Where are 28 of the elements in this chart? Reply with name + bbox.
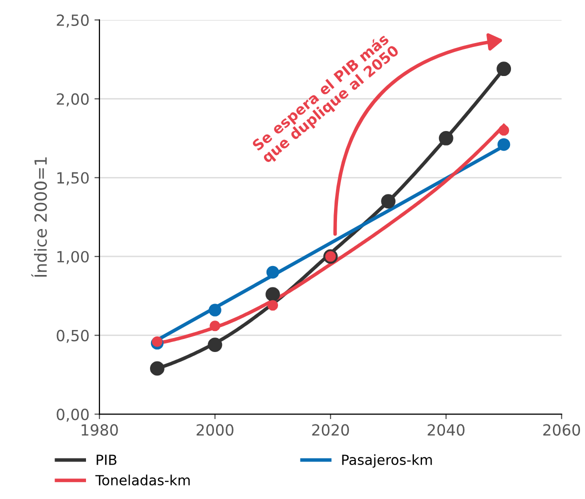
- y-tick-label: 1,50: [57, 172, 89, 186]
- point: [381, 194, 396, 209]
- x-tick-label: 1980: [82, 424, 118, 436]
- y-tick-label: 0,50: [56, 330, 89, 343]
- y-tick-label: 0,00: [56, 408, 89, 422]
- x-tick-label: 2040: [428, 424, 464, 436]
- y-tick-label: 2,00: [56, 93, 89, 106]
- x-tick-label: 2060: [543, 424, 580, 436]
- point: [497, 138, 510, 151]
- point: [266, 266, 280, 279]
- point: [208, 338, 222, 352]
- x-tick-label: 2000: [196, 424, 234, 436]
- y-axis-title: Índice 2000=1: [31, 157, 47, 277]
- point: [210, 320, 220, 332]
- y-tick-label: 1,00: [57, 250, 89, 264]
- point: [266, 287, 280, 302]
- legend-label: Pasajeros-km: [342, 454, 432, 468]
- y-tick-label: 2,50: [56, 14, 89, 28]
- point: [150, 361, 164, 376]
- point: [438, 131, 454, 146]
- x-tick-label: 2020: [312, 424, 349, 436]
- point: [267, 300, 278, 311]
- point: [152, 336, 163, 347]
- point: [498, 125, 510, 136]
- legend-label: Toneladas-km: [95, 474, 190, 486]
- point: [208, 304, 222, 316]
- legend-label: PIB: [96, 454, 116, 465]
- point: [496, 62, 512, 76]
